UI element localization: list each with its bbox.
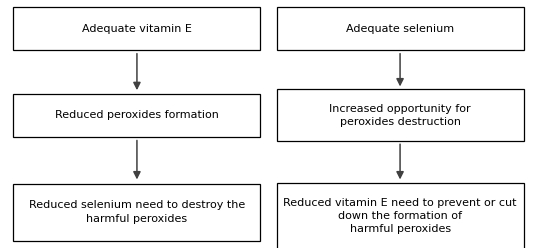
Text: Reduced selenium need to destroy the
harmful peroxides: Reduced selenium need to destroy the har… [29,200,245,224]
Text: Adequate selenium: Adequate selenium [346,24,454,33]
FancyBboxPatch shape [13,7,260,50]
FancyBboxPatch shape [277,89,524,141]
Text: Increased opportunity for
peroxides destruction: Increased opportunity for peroxides dest… [329,104,471,127]
FancyBboxPatch shape [277,7,524,50]
Text: Reduced vitamin E need to prevent or cut
down the formation of
harmful peroxides: Reduced vitamin E need to prevent or cut… [284,198,517,234]
FancyBboxPatch shape [13,93,260,137]
FancyBboxPatch shape [277,183,524,248]
Text: Reduced peroxides formation: Reduced peroxides formation [55,110,219,120]
Text: Adequate vitamin E: Adequate vitamin E [82,24,192,33]
FancyBboxPatch shape [13,184,260,241]
